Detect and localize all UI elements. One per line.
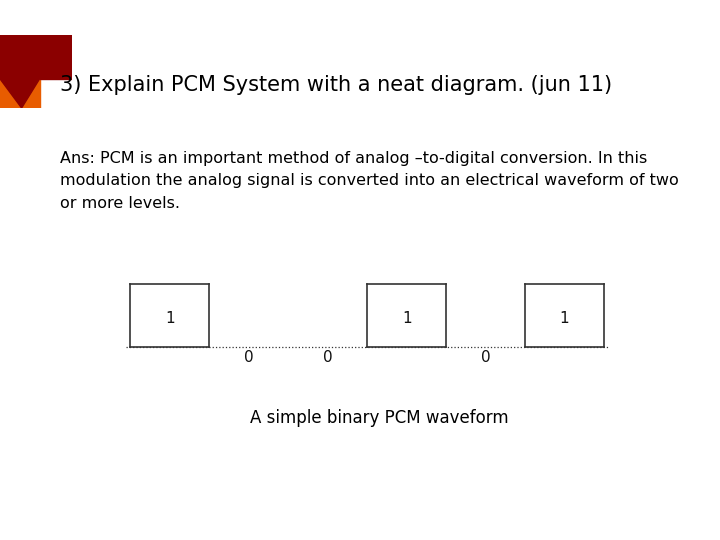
Polygon shape <box>0 35 40 108</box>
Text: A simple binary PCM waveform: A simple binary PCM waveform <box>251 409 509 427</box>
Text: 1: 1 <box>165 311 174 326</box>
Text: Engineered for Tomorrow: Engineered for Tomorrow <box>553 13 702 26</box>
Text: 0: 0 <box>244 350 253 366</box>
Text: 0: 0 <box>481 350 490 366</box>
Text: 0: 0 <box>323 350 333 366</box>
Bar <box>0 35 40 108</box>
Text: Ans: PCM is an important method of analog –to-digital conversion. In this
modula: Ans: PCM is an important method of analo… <box>60 151 679 211</box>
Text: 3) Explain PCM System with a neat diagram. (jun 11): 3) Explain PCM System with a neat diagra… <box>60 76 612 96</box>
Text: 1: 1 <box>402 311 412 326</box>
Text: 1: 1 <box>560 311 570 326</box>
